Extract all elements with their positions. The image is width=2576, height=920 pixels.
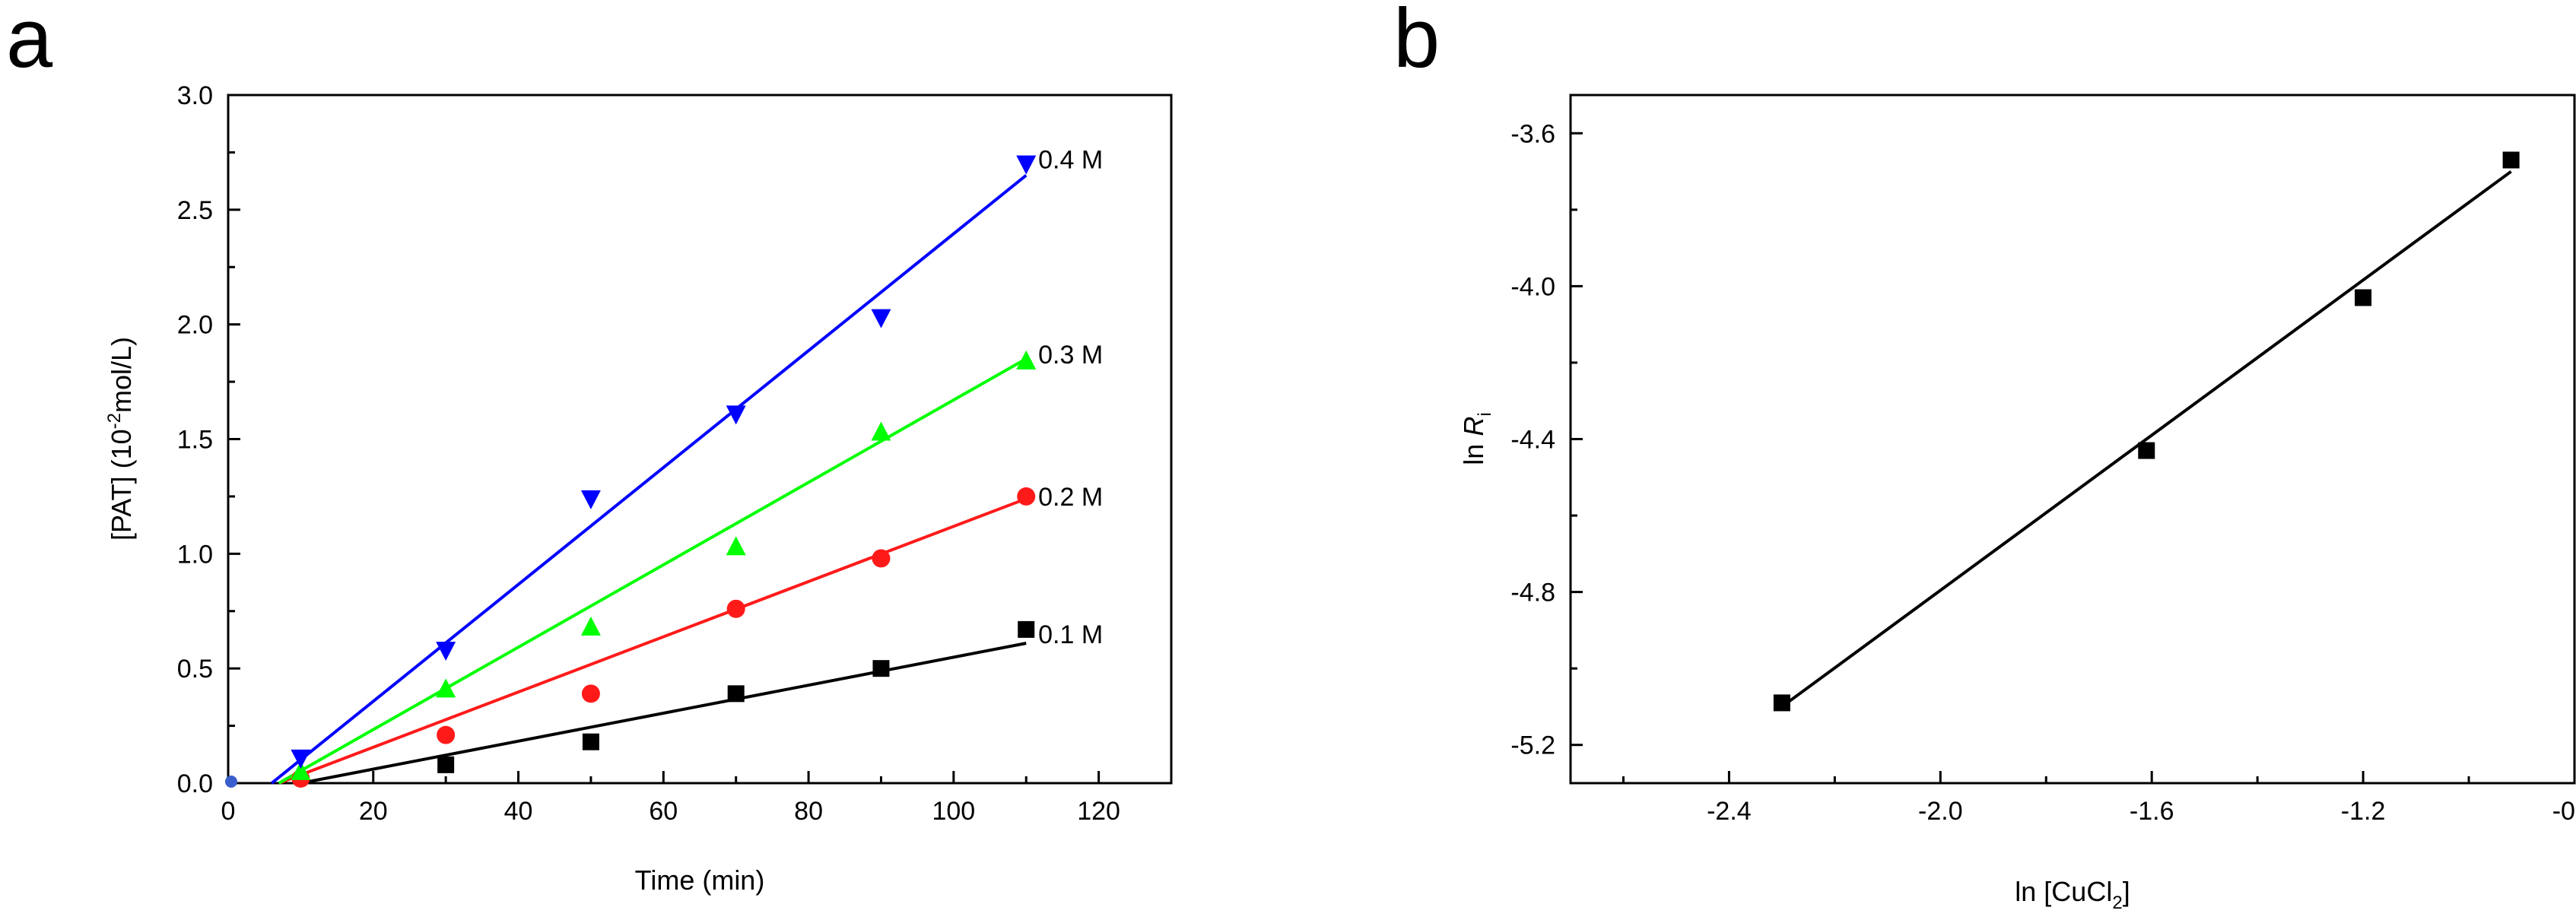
data-point-03M xyxy=(1016,350,1037,370)
series-label: 0.4 M xyxy=(1038,145,1103,174)
y-tick-label-a: 2.5 xyxy=(177,196,213,225)
data-point-b xyxy=(2502,151,2520,169)
series-label: 0.3 M xyxy=(1038,341,1103,370)
data-point-04M xyxy=(580,490,601,509)
data-point-02M xyxy=(726,599,745,618)
fit-lines-b xyxy=(1780,170,2512,709)
y-tick-label-a: 1.0 xyxy=(177,540,213,569)
x-tick-label-a: 120 xyxy=(1077,797,1120,826)
x-tick-label-b: -0.8 xyxy=(2552,797,2576,826)
x-tick-label-a: 40 xyxy=(504,797,533,826)
data-point-01M xyxy=(727,685,745,703)
data-point-03M xyxy=(291,760,311,780)
series-labels-a: 0.1 M 0.2 M 0.3 M 0.4 M xyxy=(1038,145,1103,649)
chart-panel-b: b -2.4-2.0-1.6-1.2-0.8 -5.2-4.8-4.4-4.0-… xyxy=(1393,0,2576,913)
x-label-prefix-b: ln [CuCl xyxy=(2015,876,2112,907)
data-point-01M xyxy=(872,660,890,677)
data-points-a xyxy=(225,155,1037,788)
data-points-b xyxy=(1773,151,2520,712)
data-point-02M xyxy=(581,684,600,703)
x-label-suffix-b: ] xyxy=(2123,876,2130,907)
data-point-01M xyxy=(437,756,455,773)
y-axis-label-b: ln Ri xyxy=(1458,412,1495,465)
y-tick-label-a: 0.0 xyxy=(177,769,213,798)
panel-label-b: b xyxy=(1393,0,1440,85)
data-point-origin xyxy=(225,776,237,788)
x-axis-ticks-b: -2.4 -2.0 -1.6 -1.2 -0.8 xyxy=(1622,771,2576,826)
fit-lines-a xyxy=(270,174,1028,785)
y-label-italic-b: R xyxy=(1458,417,1489,436)
x-tick-label-b: -2.4 xyxy=(1707,797,1752,826)
data-point-02M xyxy=(1017,487,1036,506)
data-point-b xyxy=(2138,442,2155,459)
y-tick-label-b: -3.6 xyxy=(1510,119,1555,148)
data-point-03M xyxy=(726,536,746,556)
y-label-prefix-a: [PAT] (10 xyxy=(106,429,137,541)
y-tick-label-b: -4.0 xyxy=(1510,272,1555,301)
fit-line-02M xyxy=(278,497,1027,785)
chart-panel-a: a 0 20 40 60 80 100 120 0.00.51.01.52.02.53.0 … xyxy=(6,0,1173,896)
y-tick-label-b: -4.8 xyxy=(1510,579,1555,608)
data-point-04M xyxy=(291,749,311,769)
fit-line-01M xyxy=(300,642,1027,785)
data-point-04M xyxy=(436,642,456,661)
data-point-03M xyxy=(580,616,601,636)
data-point-04M xyxy=(726,405,746,425)
fit-line-04M xyxy=(270,174,1028,785)
series-label: 0.1 M xyxy=(1038,620,1103,649)
x-axis-label-b: ln [CuCl2] xyxy=(2015,876,2130,913)
data-point-b xyxy=(2355,289,2372,306)
series-label: 0.2 M xyxy=(1038,483,1103,512)
x-tick-label-a: 80 xyxy=(794,797,823,826)
x-label-sub-b: 2 xyxy=(2112,893,2122,913)
x-tick-label-b: -2.0 xyxy=(1918,797,1963,826)
data-point-02M xyxy=(437,725,456,744)
y-axis-ticks-b: -5.2 -4.8 -4.4 -4.0 -3.6 xyxy=(1510,119,1583,760)
plot-frame-b xyxy=(1569,94,2576,785)
x-tick-label-b: -1.2 xyxy=(2341,797,2386,826)
x-axis-ticks-a: 0 20 40 60 80 100 120 xyxy=(221,771,1120,826)
y-tick-label-a: 1.5 xyxy=(177,426,213,455)
y-axis-ticks-a: 0.0 0.5 1.0 1.5 2.0 2.5 3.0 xyxy=(177,81,240,798)
x-axis-label-a: Time (min) xyxy=(635,864,765,896)
fit-line-b xyxy=(1780,170,2512,709)
data-point-02M xyxy=(872,549,891,568)
y-tick-label-b: -4.4 xyxy=(1510,426,1555,455)
data-point-03M xyxy=(436,678,456,698)
x-tick-label-a: 0 xyxy=(221,797,236,826)
data-point-01M xyxy=(582,733,599,750)
data-point-b xyxy=(1773,694,1790,712)
fit-line-03M xyxy=(278,357,1028,785)
x-tick-label-a: 100 xyxy=(932,797,975,826)
y-axis-label-a: [PAT] (10-2mol/L) xyxy=(104,337,137,541)
panel-label-a: a xyxy=(6,0,53,85)
y-label-sub-b: i xyxy=(1475,412,1495,416)
y-label-sup-a: -2 xyxy=(104,413,125,429)
y-tick-label-a: 0.5 xyxy=(177,655,213,684)
data-point-04M xyxy=(871,309,891,328)
x-tick-label-a: 20 xyxy=(359,797,388,826)
y-label-suffix-a: mol/L) xyxy=(106,337,137,413)
x-tick-label-b: -1.6 xyxy=(2130,797,2174,826)
data-point-03M xyxy=(871,421,891,441)
data-point-04M xyxy=(1016,155,1037,175)
y-tick-label-b: -5.2 xyxy=(1510,731,1555,760)
x-tick-label-a: 60 xyxy=(649,797,678,826)
y-tick-label-a: 3.0 xyxy=(177,81,213,110)
y-tick-label-a: 2.0 xyxy=(177,311,213,340)
data-point-01M xyxy=(1018,620,1035,638)
y-label-prefix-b: ln xyxy=(1458,436,1489,465)
